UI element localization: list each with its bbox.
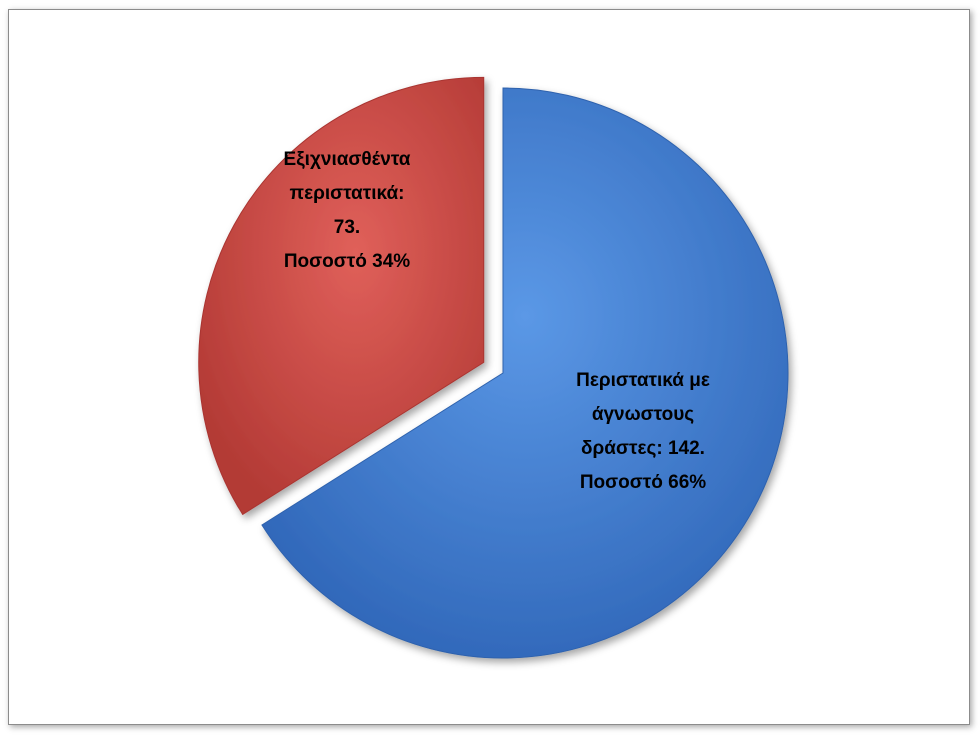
slice-label-line: δράστες: 142. [581, 438, 705, 459]
pie-slice-1 [198, 76, 485, 516]
slice-label-line: Περιστατικά με [576, 370, 710, 391]
slice-label-1: Εξιχνιασθέντα περιστατικά: 73. Ποσοστό 34% [284, 149, 411, 272]
slice-label-line: 73. [334, 217, 360, 238]
slice-label-0: Περιστατικά με άγνωστους δράστες: 142. Ποσο… [576, 370, 710, 493]
slice-label-line: άγνωστους [592, 404, 694, 425]
pie-slices [198, 76, 789, 659]
slice-label-line: περιστατικά: [290, 183, 405, 204]
pie-slice-0 [261, 87, 789, 659]
slice-label-line: Εξιχνιασθέντα [284, 149, 411, 170]
pie-labels: Περιστατικά με άγνωστους δράστες: 142. Ποσο… [284, 149, 710, 493]
slice-label-line: Ποσοστό 34% [284, 251, 410, 272]
slice-label-line: Ποσοστό 66% [580, 472, 706, 493]
